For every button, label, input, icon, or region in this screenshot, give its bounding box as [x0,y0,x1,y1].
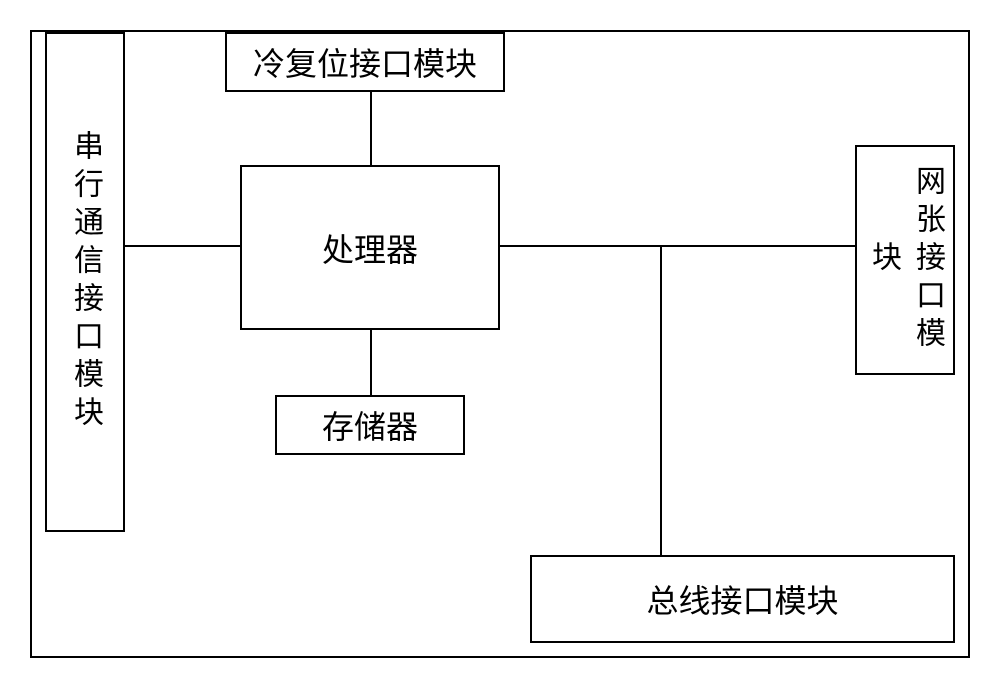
memory-module: 存储器 [275,395,465,455]
connector-line [370,92,372,165]
processor-label: 处理器 [322,225,418,271]
processor-module: 处理器 [240,165,500,330]
cold-reset-interface-module: 冷复位接口模块 [225,32,505,92]
connector-line [500,245,855,247]
connector-line [125,245,240,247]
network-interface-module: 网张接口模块 [855,145,955,375]
serial-interface-module: 串行通信接口模块 [45,32,125,532]
memory-label: 存储器 [322,402,418,448]
bus-label: 总线接口模块 [646,576,838,622]
serial-label: 串行通信接口模块 [63,130,107,434]
cold-reset-label: 冷复位接口模块 [253,39,477,85]
network-label: 网张接口模块 [861,147,949,373]
connector-line [660,245,662,555]
bus-interface-module: 总线接口模块 [530,555,955,643]
diagram-canvas: 串行通信接口模块 冷复位接口模块 处理器 存储器 网张接口模块 总线接口模块 [0,0,1000,688]
connector-line [370,330,372,395]
